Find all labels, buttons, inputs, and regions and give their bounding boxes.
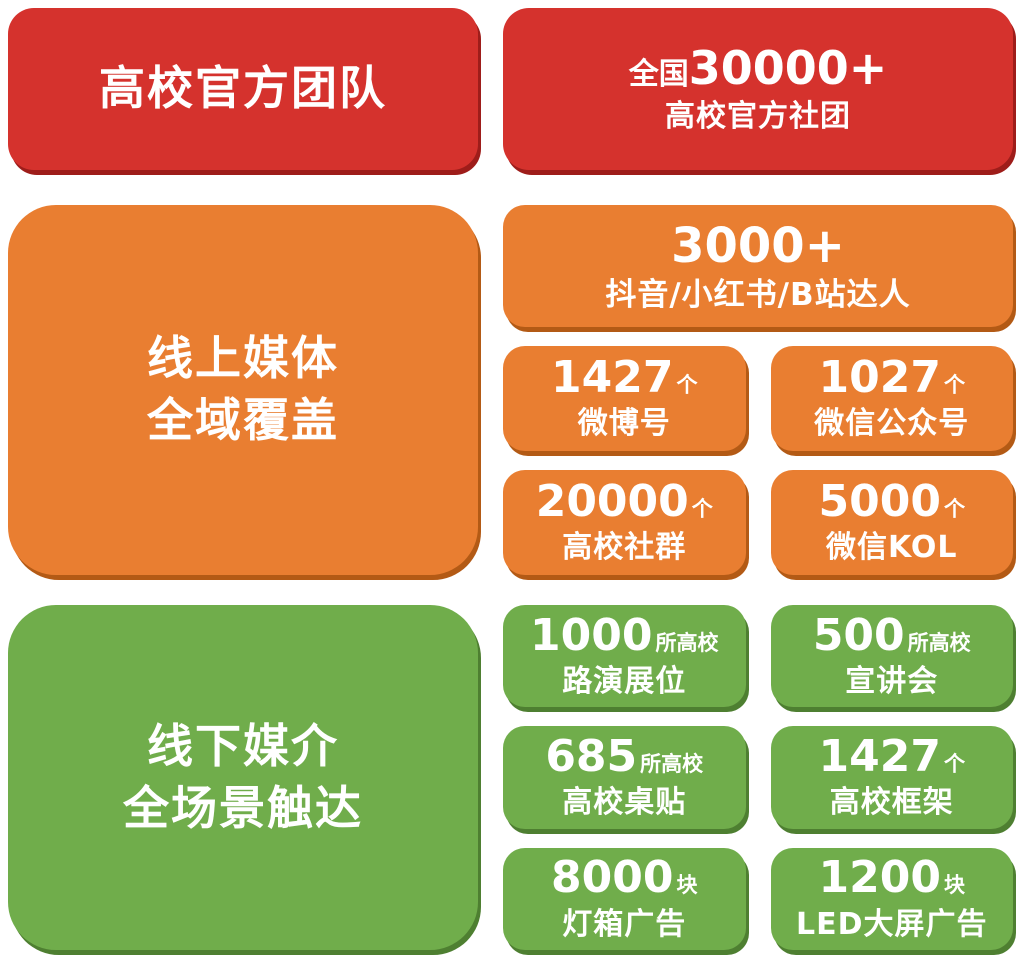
stat-number: 1427	[551, 352, 674, 404]
section-online-media: 线上媒体 全域覆盖 3000+ 抖音/小红书/B站达人 1427 个 微博号 10…	[8, 205, 1013, 575]
stat-number: 1000	[530, 609, 653, 661]
stat-label: 微信公众号	[814, 406, 970, 442]
stat-label: 高校官方社团	[665, 98, 851, 134]
online-media-stats: 3000+ 抖音/小红书/B站达人 1427 个 微博号 1027 个 微信公众号	[503, 205, 1013, 575]
official-team-title-card: 高校官方团队	[8, 8, 478, 170]
stat-label: 微信KOL	[825, 530, 958, 566]
stat-unit: 块	[943, 873, 965, 898]
stat-number-line: 685 所高校	[545, 731, 704, 783]
stat-card-campus-groups: 20000 个 高校社群	[503, 470, 746, 575]
online-media-title-line1: 线上媒体	[147, 331, 339, 386]
official-team-title: 高校官方团队	[99, 61, 387, 116]
stat-prefix: 全国	[628, 56, 689, 92]
stat-card-wechat-official-accounts: 1027 个 微信公众号	[770, 346, 1013, 451]
stat-number-line: 1000 所高校	[530, 609, 719, 661]
online-media-title-card: 线上媒体 全域覆盖	[8, 205, 478, 575]
stat-number: 5000	[818, 476, 941, 528]
online-media-title-line2: 全域覆盖	[147, 393, 339, 447]
stat-card-led-screen-ads: 1200 块 LED大屏广告	[770, 847, 1013, 950]
stat-label: 高校社群	[562, 530, 687, 566]
online-media-title: 线上媒体 全域覆盖	[147, 328, 339, 451]
stat-unit: 所高校	[655, 630, 719, 655]
section-offline-media: 线下媒介 全场景触达 1000 所高校 路演展位 500 所高校 宣讲会 685 所高…	[8, 605, 1013, 950]
stat-unit: 个	[691, 497, 713, 522]
stat-card-roadshow-booth: 1000 所高校 路演展位	[503, 605, 746, 708]
stat-card-campus-frame: 1427 个 高校框架	[770, 726, 1013, 829]
stat-label: 高校桌贴	[562, 785, 687, 821]
stat-unit: 所高校	[640, 752, 704, 777]
stat-number: 685	[545, 731, 638, 783]
stat-number-line: 8000 块	[551, 852, 698, 904]
stat-label: 灯箱广告	[562, 906, 687, 942]
section-official-team: 高校官方团队 全国 30000+ 高校官方社团	[8, 8, 1013, 170]
stat-number-line: 500 所高校	[812, 609, 971, 661]
stat-number: 8000	[551, 852, 674, 904]
stat-number-line: 全国 30000+	[629, 43, 888, 94]
stat-card-info-session: 500 所高校 宣讲会	[770, 605, 1013, 708]
stat-label: 路演展位	[562, 664, 687, 700]
stat-card-wechat-kol: 5000 个 微信KOL	[770, 470, 1013, 575]
stat-label: 宣讲会	[845, 664, 939, 700]
stat-number: 3000+	[671, 217, 845, 274]
stat-number-line: 1427 个	[551, 352, 698, 404]
stat-number: 1427	[818, 731, 941, 783]
stat-number: 500	[812, 609, 905, 661]
stat-label: 抖音/小红书/B站达人	[605, 276, 911, 313]
stat-label: 微博号	[577, 406, 671, 442]
stat-card-lightbox-ads: 8000 块 灯箱广告	[503, 847, 746, 950]
offline-media-title-line2: 全场景触达	[123, 780, 363, 835]
stat-unit: 个	[676, 373, 698, 398]
stat-number-line: 1027 个	[818, 352, 965, 404]
stat-label: 高校框架	[829, 785, 954, 821]
stat-number: 20000	[535, 476, 689, 528]
online-media-grid: 1427 个 微博号 1027 个 微信公众号 20000 个 高校社群	[503, 346, 1013, 575]
stat-card-official-clubs: 全国 30000+ 高校官方社团	[503, 8, 1013, 170]
stat-number-line: 1200 块	[818, 852, 965, 904]
stat-card-weibo: 1427 个 微博号	[503, 346, 746, 451]
stat-number-line: 20000 个	[535, 476, 713, 528]
stat-label: LED大屏广告	[795, 906, 988, 942]
offline-media-title-card: 线下媒介 全场景触达	[8, 605, 478, 950]
stat-card-douyin-xiaohongshu-bilibili: 3000+ 抖音/小红书/B站达人	[503, 205, 1013, 327]
stat-number-line: 1427 个	[818, 731, 965, 783]
stat-unit: 块	[676, 873, 698, 898]
offline-media-title-line1: 线下媒介	[147, 718, 339, 773]
stat-unit: 个	[943, 497, 965, 522]
stat-unit: 所高校	[907, 630, 971, 655]
offline-media-grid: 1000 所高校 路演展位 500 所高校 宣讲会 685 所高校 高校桌贴 1427…	[503, 605, 1013, 950]
stat-number-line: 5000 个	[818, 476, 965, 528]
stat-number: 1200	[818, 852, 941, 904]
stat-unit: 个	[943, 752, 965, 777]
stat-card-desk-sticker: 685 所高校 高校桌贴	[503, 726, 746, 829]
stat-number: 1027	[818, 352, 941, 404]
stat-unit: 个	[943, 373, 965, 398]
stat-number: 30000+	[688, 40, 888, 95]
offline-media-title: 线下媒介 全场景触达	[123, 716, 363, 839]
